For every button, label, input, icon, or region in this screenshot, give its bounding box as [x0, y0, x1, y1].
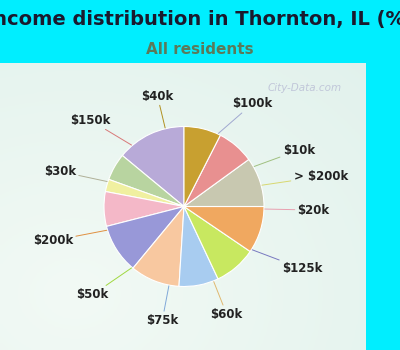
- Text: $50k: $50k: [76, 268, 132, 301]
- Wedge shape: [106, 180, 184, 206]
- Text: $30k: $30k: [44, 165, 107, 182]
- Wedge shape: [122, 126, 184, 206]
- Wedge shape: [104, 191, 184, 226]
- Text: $75k: $75k: [146, 286, 178, 327]
- Text: $200k: $200k: [33, 230, 107, 247]
- Wedge shape: [184, 206, 250, 279]
- Wedge shape: [109, 155, 184, 206]
- Wedge shape: [184, 126, 220, 206]
- Text: $100k: $100k: [218, 97, 273, 133]
- Text: City-Data.com: City-Data.com: [267, 83, 341, 93]
- Text: > $200k: > $200k: [262, 170, 348, 185]
- Wedge shape: [179, 206, 218, 287]
- Wedge shape: [184, 135, 249, 206]
- Wedge shape: [184, 206, 264, 251]
- Wedge shape: [133, 206, 184, 286]
- Text: $10k: $10k: [254, 144, 315, 167]
- Text: $20k: $20k: [265, 204, 330, 217]
- Text: Income distribution in Thornton, IL (%): Income distribution in Thornton, IL (%): [0, 10, 400, 29]
- Text: $150k: $150k: [70, 114, 132, 145]
- Text: All residents: All residents: [146, 42, 254, 57]
- Wedge shape: [106, 206, 184, 268]
- Wedge shape: [184, 160, 264, 206]
- Text: $125k: $125k: [252, 250, 322, 275]
- Text: $60k: $60k: [210, 282, 243, 321]
- Text: $40k: $40k: [141, 90, 174, 128]
